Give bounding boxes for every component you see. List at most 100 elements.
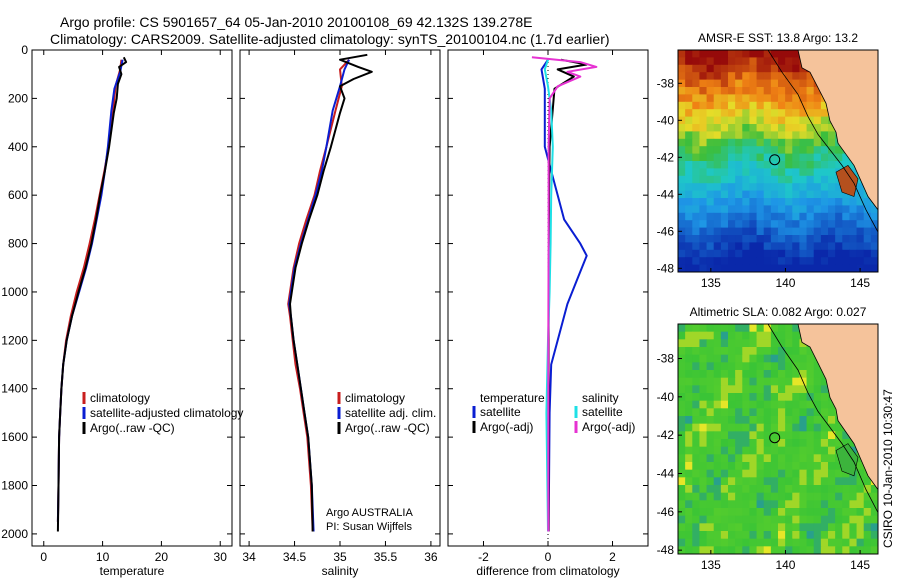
map-cell	[828, 161, 836, 169]
map-cell	[720, 116, 729, 125]
map-cell	[828, 446, 836, 455]
map-cell	[770, 50, 779, 58]
map-cell	[735, 64, 743, 73]
map-cell	[763, 146, 772, 155]
map-x-tick-label: 145	[850, 276, 870, 290]
map-cell	[828, 264, 836, 272]
map-cell	[713, 146, 722, 155]
map-cell	[828, 249, 836, 258]
map-cell	[813, 198, 822, 206]
map-cell	[728, 87, 736, 95]
map-cell	[706, 153, 715, 162]
map-cell	[728, 64, 736, 73]
map-cell	[685, 87, 693, 95]
map-cell	[699, 116, 708, 125]
map-cell	[813, 439, 822, 448]
series-line-satellite-adj-clim-	[288, 59, 351, 532]
map-cell	[835, 423, 843, 432]
map-cell	[756, 87, 765, 95]
map-x-tick-label: 140	[775, 276, 795, 290]
map-cell	[778, 101, 786, 110]
map-cell	[799, 454, 808, 463]
map-cell	[792, 515, 801, 524]
map-cell	[720, 385, 729, 394]
series-line-salinity-satellite	[543, 59, 554, 532]
map-cell	[835, 462, 843, 471]
map-cell	[699, 50, 708, 58]
map-cell	[770, 116, 779, 125]
map-cell	[706, 198, 715, 206]
map-cell	[806, 546, 815, 554]
map-cell	[713, 109, 722, 118]
map-cell	[756, 146, 765, 155]
map-cell	[792, 347, 801, 356]
map-cell	[806, 538, 815, 547]
map-cell	[778, 423, 786, 432]
map-cell	[756, 370, 765, 379]
map-cell	[706, 235, 715, 243]
map-cell	[678, 124, 686, 132]
map-cell	[678, 523, 686, 532]
map-cell	[820, 131, 829, 140]
map-cell	[778, 227, 786, 236]
map-x-tick-label: 145	[850, 558, 870, 572]
map-cell	[749, 249, 758, 258]
map-cell	[785, 531, 793, 540]
map-cell	[806, 87, 815, 95]
map-cell	[728, 57, 736, 66]
map-cell	[713, 183, 722, 192]
map-cell	[728, 531, 736, 540]
map-cell	[842, 439, 851, 448]
map-cell	[778, 131, 786, 140]
profile-annotation: PI: Susan Wijffels	[326, 521, 412, 533]
map-cell	[685, 168, 693, 177]
map-cell	[849, 249, 858, 258]
map-cell	[735, 257, 743, 266]
map-cell	[820, 531, 829, 540]
map-cell	[720, 50, 729, 58]
map-cell	[699, 454, 708, 463]
map-cell	[870, 249, 878, 258]
y-tick-label: 200	[8, 91, 28, 105]
map-cell	[799, 131, 808, 140]
map-cell	[763, 101, 772, 110]
map-cell	[778, 161, 786, 169]
map-cell	[770, 153, 779, 162]
map-cell	[820, 446, 829, 455]
map-cell	[692, 416, 701, 425]
map-cell	[813, 242, 822, 251]
map-cell	[792, 138, 801, 147]
map-cell	[756, 431, 765, 440]
map-cell	[785, 324, 793, 333]
map-cell	[728, 523, 736, 532]
map-cell	[778, 362, 786, 371]
map-cell	[763, 377, 772, 386]
map-cell	[678, 72, 686, 81]
map-cell	[820, 538, 829, 547]
map-cell	[735, 146, 743, 155]
map-cell	[763, 508, 772, 517]
map-cell	[692, 523, 701, 532]
map-cell	[692, 212, 701, 221]
map-cell	[863, 492, 872, 501]
map-cell	[842, 523, 851, 532]
map-cell	[770, 400, 779, 409]
map-cell	[720, 94, 729, 103]
map-cell	[849, 220, 858, 229]
map-cell	[720, 131, 729, 140]
map-cell	[749, 153, 758, 162]
map-cell	[720, 339, 729, 348]
map-cell	[699, 431, 708, 440]
map-cell	[749, 362, 758, 371]
map-cell	[870, 531, 878, 540]
map-cell	[756, 72, 765, 81]
map-cell	[842, 515, 851, 524]
map-cell	[785, 462, 793, 471]
map-cell	[735, 385, 743, 394]
map-cell	[778, 94, 786, 103]
map-cell	[820, 205, 829, 214]
map-cell	[756, 477, 765, 486]
map-cell	[720, 257, 729, 266]
map-cell	[770, 168, 779, 177]
land-area	[797, 50, 878, 211]
